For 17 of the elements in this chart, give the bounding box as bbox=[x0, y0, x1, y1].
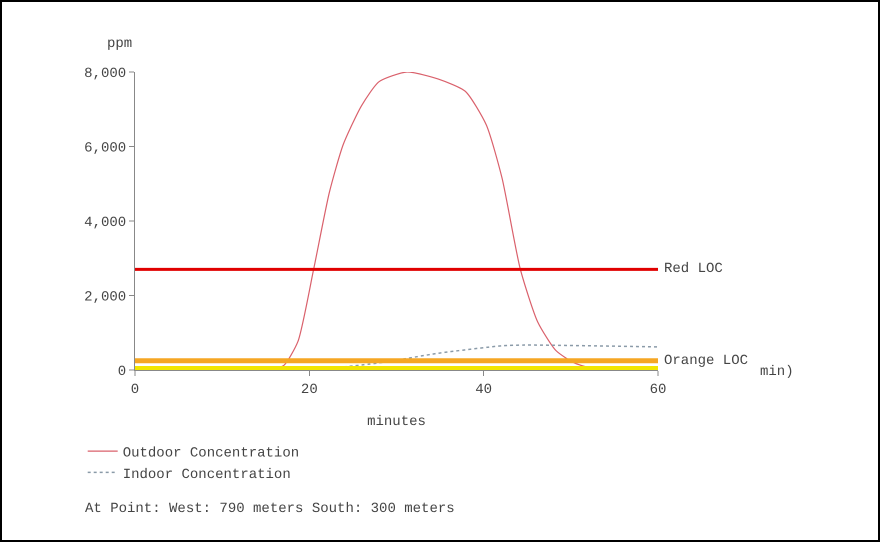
y-axis-title: ppm bbox=[107, 36, 132, 52]
y-tick-label: 2,000 bbox=[84, 289, 126, 306]
y-tick-label: 0 bbox=[118, 364, 126, 380]
ref-line-label: Red LOC bbox=[664, 261, 723, 277]
text: min) bbox=[760, 364, 794, 380]
y-tick-label: 4,000 bbox=[84, 214, 126, 231]
legend-label: Outdoor Concentration bbox=[122, 446, 300, 462]
y-tick-label: 6,000 bbox=[84, 140, 126, 156]
ref-line-label: Orange LOC bbox=[664, 353, 748, 369]
x-tick-label: 40 bbox=[475, 382, 492, 398]
legend-label: Indoor Concentration bbox=[122, 466, 291, 483]
y-tick-label: 8,000 bbox=[84, 66, 126, 82]
x-tick-label: 0 bbox=[130, 382, 140, 398]
x-axis-title: minutes bbox=[367, 414, 426, 430]
x-tick-label: 20 bbox=[300, 382, 318, 398]
text: At Point: West: 790 meters South: 300 meters bbox=[85, 501, 455, 517]
x-tick-label: 60 bbox=[650, 382, 666, 398]
